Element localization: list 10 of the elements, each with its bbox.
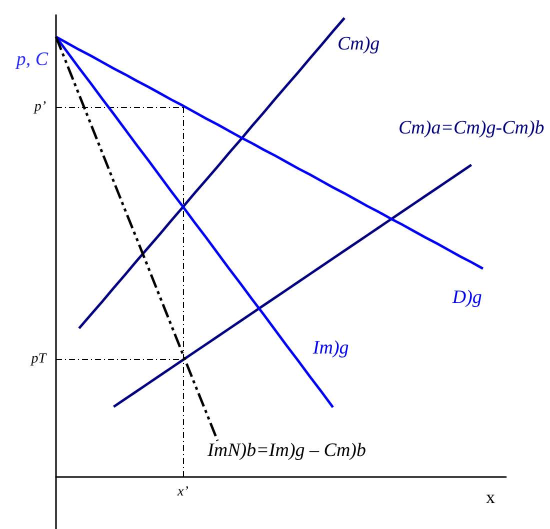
y-axis-title: p, C bbox=[14, 49, 48, 70]
ref-line-label: pT bbox=[30, 352, 48, 367]
x-axis-title: x bbox=[486, 487, 495, 507]
series-label: D)g bbox=[451, 287, 482, 308]
series-label: ImN)b=Im)g – Cm)b bbox=[206, 440, 366, 462]
ref-line-label: p’ bbox=[33, 100, 46, 115]
series-label: Cm)a=Cm)g-Cm)b bbox=[398, 117, 544, 138]
text: x’ bbox=[176, 484, 189, 500]
series-label: Cm)g bbox=[337, 34, 380, 54]
series-label: Im)g bbox=[312, 338, 349, 359]
